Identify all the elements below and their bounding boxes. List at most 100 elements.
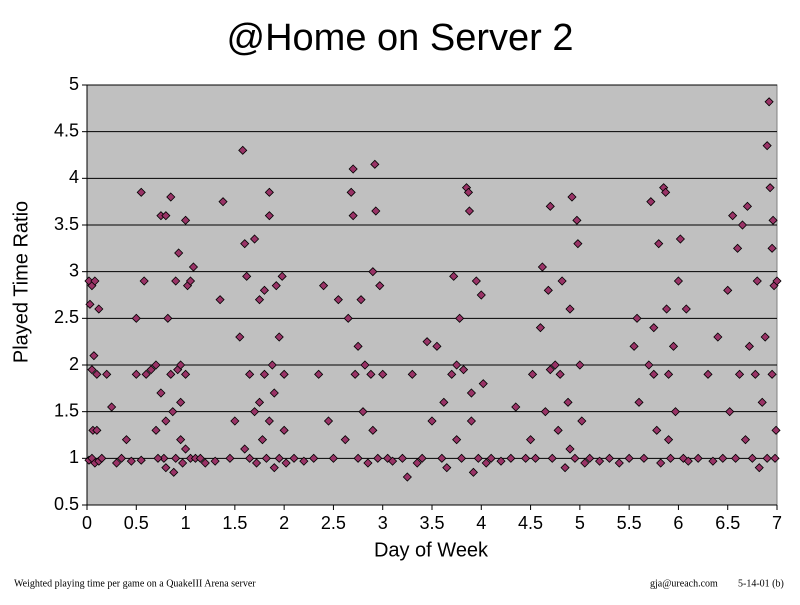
point	[570, 453, 580, 463]
point	[476, 290, 486, 300]
point	[468, 467, 478, 477]
point	[141, 369, 151, 379]
x-tick-label: 3	[378, 513, 388, 533]
point	[560, 463, 570, 473]
point	[412, 458, 422, 468]
point	[496, 456, 506, 466]
point	[116, 453, 127, 463]
point	[742, 201, 752, 211]
point	[713, 332, 723, 342]
point	[215, 295, 225, 305]
point	[230, 416, 240, 426]
x-tick-label: 1	[181, 513, 191, 533]
point	[346, 187, 356, 197]
x-tick-label: 4.5	[518, 513, 543, 533]
point	[654, 239, 664, 249]
point	[407, 369, 417, 379]
point	[210, 456, 220, 466]
point	[156, 388, 166, 398]
point	[464, 206, 475, 216]
point	[670, 407, 681, 417]
point	[94, 304, 104, 314]
point	[181, 444, 191, 454]
point	[632, 313, 642, 323]
point	[572, 215, 582, 225]
point	[577, 416, 587, 426]
point	[634, 397, 644, 407]
point	[563, 397, 573, 407]
point	[452, 360, 462, 370]
point	[557, 276, 567, 286]
point	[188, 262, 199, 272]
y-tick-label: 4.5	[54, 120, 79, 140]
point	[397, 453, 407, 463]
point	[112, 458, 122, 468]
point	[734, 369, 745, 379]
point	[97, 453, 107, 463]
point	[521, 453, 531, 463]
point	[540, 407, 550, 417]
point	[163, 313, 173, 323]
y-tick-label: 2.5	[54, 307, 79, 327]
point	[348, 164, 358, 174]
point	[250, 234, 260, 244]
point	[340, 435, 350, 445]
point	[553, 425, 563, 435]
point	[526, 435, 536, 445]
point	[161, 211, 171, 221]
point	[752, 276, 762, 286]
point	[567, 192, 577, 202]
plot-area	[86, 84, 778, 506]
point	[463, 187, 474, 197]
point	[259, 285, 269, 295]
point	[366, 369, 376, 379]
point	[747, 453, 757, 463]
point	[664, 369, 674, 379]
y-tick-label: 3.5	[54, 214, 79, 234]
point	[153, 453, 163, 463]
point	[764, 97, 774, 107]
point	[373, 453, 383, 463]
y-tick-label: 3	[69, 260, 79, 280]
point	[264, 187, 274, 197]
point	[744, 341, 754, 351]
point	[565, 304, 575, 314]
point	[545, 201, 555, 211]
point	[242, 271, 252, 281]
point	[161, 463, 171, 473]
x-tick-label: 2	[279, 513, 289, 533]
point	[585, 453, 595, 463]
point	[146, 365, 156, 375]
point	[762, 141, 772, 151]
point	[107, 402, 117, 412]
point	[87, 365, 97, 375]
point	[455, 313, 465, 323]
point	[737, 220, 748, 230]
point	[624, 453, 634, 463]
point	[131, 369, 141, 379]
point	[555, 369, 565, 379]
point	[565, 444, 575, 454]
point	[264, 416, 274, 426]
point	[353, 341, 363, 351]
point	[274, 453, 284, 463]
point	[166, 369, 176, 379]
point	[218, 197, 228, 207]
point	[176, 435, 186, 445]
point	[279, 369, 289, 379]
point	[238, 145, 248, 155]
point	[550, 360, 560, 370]
point	[271, 281, 281, 291]
point	[85, 299, 95, 309]
point	[662, 304, 672, 314]
point	[251, 458, 262, 468]
footnote: Weighted playing time per game on a Quak…	[14, 578, 256, 589]
point	[466, 416, 476, 426]
point	[731, 453, 741, 463]
point	[328, 453, 338, 463]
y-tick-label: 0.5	[54, 494, 79, 514]
point	[595, 456, 605, 466]
point	[368, 267, 378, 277]
point	[350, 369, 360, 379]
point	[281, 458, 291, 468]
